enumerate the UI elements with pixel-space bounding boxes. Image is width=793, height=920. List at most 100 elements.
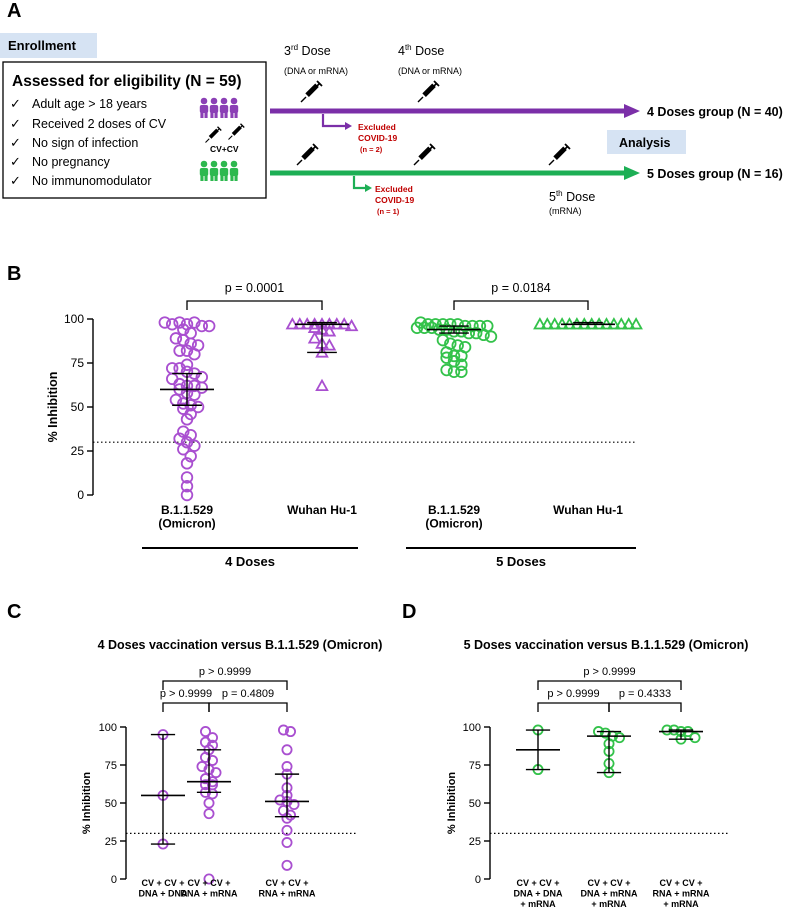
- x-category-label-line: CV + CV +: [516, 878, 559, 888]
- excluded-branch-top: [321, 114, 346, 128]
- data-point: [288, 799, 300, 811]
- x-category-label-line: CV + CV +: [659, 878, 702, 888]
- dose5-type: (mRNA): [549, 206, 582, 216]
- arrow-icon: [345, 122, 352, 130]
- data-point: [180, 436, 194, 449]
- data-point: [199, 751, 211, 763]
- data-point: [165, 318, 179, 331]
- y-tick-label: 25: [71, 444, 85, 458]
- data-point: [199, 726, 211, 738]
- check-icon: ✓: [10, 96, 21, 111]
- y-tick-label: 25: [469, 836, 481, 848]
- x-category-label: Wuhan Hu-1: [287, 503, 357, 517]
- y-tick-label: 100: [463, 722, 481, 734]
- chart-title: 4 Doses vaccination versus B.1.1.529 (Om…: [98, 638, 383, 652]
- panel-label-a: A: [7, 0, 21, 22]
- five-dose-group-label: 5 Doses group (N = 16): [647, 167, 783, 181]
- check-icon: ✓: [10, 135, 21, 150]
- data-point: [180, 344, 194, 357]
- comparison-bracket: [608, 702, 682, 712]
- data-point: [195, 381, 209, 394]
- data-point: [284, 726, 296, 738]
- data-point: [202, 319, 216, 333]
- x-category-label-line: B.1.1.529: [428, 503, 480, 517]
- data-point: [203, 808, 215, 820]
- data-point: [281, 744, 293, 756]
- y-tick-label: 0: [475, 874, 481, 886]
- excluded-branch-bottom: [352, 176, 366, 190]
- data-point: [180, 471, 194, 484]
- excluded-top-line1: Excluded: [358, 122, 396, 132]
- p-value-label: p > 0.9999: [199, 666, 251, 678]
- data-point: [173, 316, 186, 329]
- p-value-label: p = 0.0184: [491, 281, 550, 295]
- data-point: [547, 317, 562, 330]
- x-category-label: Wuhan Hu-1: [553, 503, 623, 517]
- analysis-badge: [607, 130, 686, 154]
- data-point: [540, 317, 555, 330]
- data-point: [188, 316, 201, 329]
- dose4-superscript: th: [405, 43, 412, 52]
- data-point: [451, 339, 464, 352]
- data-point: [410, 321, 424, 335]
- p-value-label: p = 0.4809: [222, 688, 274, 700]
- data-point: [344, 318, 359, 332]
- check-icon: ✓: [10, 116, 21, 131]
- data-series: [158, 316, 216, 502]
- dose5-number: 5: [549, 190, 556, 204]
- comparison-bracket: [453, 300, 589, 310]
- data-point: [322, 338, 337, 351]
- panel-a: A Enrollment Assessed for eligibility (N…: [0, 0, 783, 216]
- data-point: [203, 873, 215, 885]
- x-category-label-line: CV + CV +: [587, 878, 630, 888]
- data-point: [169, 332, 183, 345]
- dose3-type: (DNA or mRNA): [284, 66, 348, 76]
- comparison-bracket: [162, 702, 210, 712]
- cv-label: CV+CV: [210, 144, 239, 154]
- comparison-bracket: [186, 300, 323, 310]
- x-category-label-line: + mRNA: [520, 899, 556, 909]
- p-value-label: p > 0.9999: [160, 688, 212, 700]
- data-point: [184, 450, 197, 463]
- y-tick-label: 0: [111, 874, 117, 886]
- group-label: 5 Doses: [496, 554, 546, 569]
- dose3-superscript: rd: [291, 43, 298, 52]
- syringe-icon: [296, 143, 319, 166]
- syringe-icon: [413, 143, 436, 166]
- data-point: [629, 317, 643, 330]
- enrollment-badge: [0, 33, 97, 58]
- data-point: [322, 324, 337, 337]
- y-tick-label: 75: [105, 760, 117, 772]
- data-point: [315, 378, 329, 392]
- comparison-bracket: [537, 702, 610, 712]
- x-category-label-line: (Omicron): [158, 517, 215, 531]
- arrow-icon: [624, 104, 640, 118]
- syringe-icon: [417, 80, 440, 103]
- data-point: [203, 797, 215, 809]
- data-point: [277, 724, 289, 736]
- data-point: [455, 358, 468, 371]
- chart-d: 5 Doses vaccination versus B.1.1.529 (Om…: [446, 638, 748, 909]
- excluded-top-line3: (n = 2): [360, 145, 383, 154]
- data-point: [199, 773, 211, 785]
- data-point: [177, 425, 190, 438]
- excluded-bottom: Excluded COVID-19 (n = 1): [375, 184, 414, 216]
- criteria-item: No pregnancy: [32, 155, 111, 169]
- data-point: [477, 328, 490, 342]
- data-point: [210, 767, 222, 779]
- x-category-label-line: B.1.1.529: [161, 503, 213, 517]
- data-point: [173, 344, 186, 357]
- y-tick-label: 50: [71, 400, 85, 414]
- x-category-label: B.1.1.529 (Omicron): [425, 503, 482, 531]
- data-point: [621, 317, 636, 330]
- data-point: [614, 732, 626, 744]
- data-point: [177, 333, 190, 347]
- y-axis-label: % Inhibition: [446, 772, 458, 835]
- dose3-number: 3: [284, 44, 291, 58]
- x-category-label: CV + CV + DNA + DNA: [139, 878, 188, 899]
- data-point: [447, 349, 461, 363]
- data-point: [281, 824, 293, 836]
- criteria-item: Adult age > 18 years: [32, 97, 147, 111]
- x-category-label: CV + CV + RNA + mRNA + mRNA: [653, 878, 710, 909]
- data-point: [180, 413, 194, 426]
